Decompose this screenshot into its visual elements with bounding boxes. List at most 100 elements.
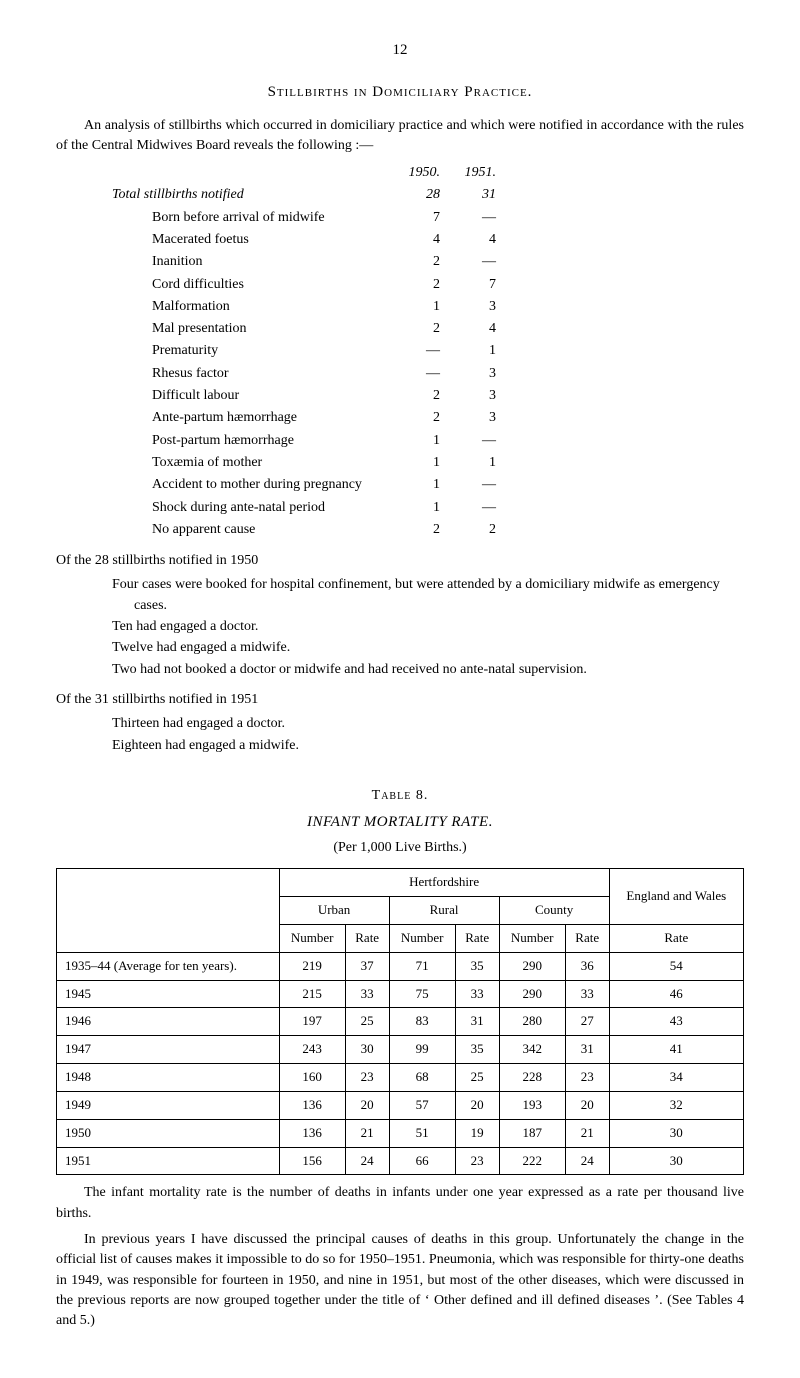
table8-cell: 27 xyxy=(565,1008,609,1036)
notes-line: Ten had engaged a doctor. xyxy=(112,617,724,637)
stat-val-1951: — xyxy=(448,497,504,519)
stat-val-1951: 2 xyxy=(448,519,504,541)
stat-val-1950: — xyxy=(392,340,448,362)
table8-subcol-rate: Rate xyxy=(609,924,743,952)
table8-cell: 187 xyxy=(499,1119,565,1147)
stat-val-1951: 1 xyxy=(448,340,504,362)
table8-cell: 46 xyxy=(609,980,743,1008)
table8-row-label: 1945 xyxy=(57,980,280,1008)
table8-cell: 33 xyxy=(455,980,499,1008)
closing-paragraph-1: The infant mortality rate is the number … xyxy=(56,1183,744,1224)
table8-cell: 54 xyxy=(609,952,743,980)
table8-cell: 68 xyxy=(389,1064,455,1092)
stat-row-label: Born before arrival of midwife xyxy=(112,207,392,229)
table8-cell: 99 xyxy=(389,1036,455,1064)
table8-cell: 219 xyxy=(279,952,345,980)
table8-row-label: 1946 xyxy=(57,1008,280,1036)
table8-cell: 20 xyxy=(455,1091,499,1119)
stat-val-1951: 3 xyxy=(448,385,504,407)
table8-cell: 21 xyxy=(345,1119,389,1147)
table8-cell: 342 xyxy=(499,1036,565,1064)
stats-year-1951: 1951. xyxy=(448,162,504,184)
table8-cell: 21 xyxy=(565,1119,609,1147)
table8-col-group: Rural xyxy=(389,897,499,925)
stat-row-label: Accident to mother during pregnancy xyxy=(112,474,392,496)
table8-cell: 197 xyxy=(279,1008,345,1036)
stat-val-1950: 1 xyxy=(392,430,448,452)
table8-cell: 24 xyxy=(565,1147,609,1175)
table8-cell: 280 xyxy=(499,1008,565,1036)
table8-cell: 290 xyxy=(499,952,565,980)
table8-cell: 66 xyxy=(389,1147,455,1175)
table8-cell: 35 xyxy=(455,1036,499,1064)
table8-cell: 160 xyxy=(279,1064,345,1092)
table8-caption: (Per 1,000 Live Births.) xyxy=(56,838,744,858)
table8-cell: 136 xyxy=(279,1119,345,1147)
stat-val-1951: 3 xyxy=(448,407,504,429)
stat-row-label: Post-partum hæmorrhage xyxy=(112,430,392,452)
table8-subcol: Rate xyxy=(345,924,389,952)
table8-cell: 75 xyxy=(389,980,455,1008)
notes-line: Four cases were booked for hospital conf… xyxy=(112,575,724,616)
table8-cell: 33 xyxy=(565,980,609,1008)
stat-val-1950: 2 xyxy=(392,251,448,273)
table8-subcol: Number xyxy=(279,924,345,952)
page-number: 12 xyxy=(56,40,744,62)
table8-row-label: 1949 xyxy=(57,1091,280,1119)
subheading-1950: Of the 28 stillbirths notified in 1950 xyxy=(56,551,744,571)
block-1951: Thirteen had engaged a doctor.Eighteen h… xyxy=(112,714,724,756)
infant-mortality-table: HertfordshireEngland and Wales UrbanRural… xyxy=(56,868,744,1175)
stat-val-1950: 1 xyxy=(392,452,448,474)
stat-row-label: Rhesus factor xyxy=(112,363,392,385)
table8-row-label: 1948 xyxy=(57,1064,280,1092)
stat-row-label: Difficult labour xyxy=(112,385,392,407)
table8-cell: 83 xyxy=(389,1008,455,1036)
table8-cell: 25 xyxy=(345,1008,389,1036)
table8-subcol: Rate xyxy=(565,924,609,952)
block-1950: Four cases were booked for hospital conf… xyxy=(112,575,724,679)
table8-cell: 136 xyxy=(279,1091,345,1119)
stat-row-label: Prematurity xyxy=(112,340,392,362)
stat-val-1951: 31 xyxy=(448,184,504,206)
table8-title: Table 8. xyxy=(56,786,744,806)
stat-val-1950: 2 xyxy=(392,407,448,429)
stat-val-1951: — xyxy=(448,207,504,229)
stat-row-label: No apparent cause xyxy=(112,519,392,541)
table8-col-england: England and Wales xyxy=(609,869,743,925)
stat-val-1951: 3 xyxy=(448,363,504,385)
table8-cell: 30 xyxy=(609,1147,743,1175)
stat-row-label: Ante-partum hæmorrhage xyxy=(112,407,392,429)
table8-cell: 20 xyxy=(345,1091,389,1119)
stat-val-1951: 3 xyxy=(448,296,504,318)
table8-cell: 71 xyxy=(389,952,455,980)
table8-cell: 31 xyxy=(565,1036,609,1064)
table8-cell: 222 xyxy=(499,1147,565,1175)
stillbirths-stats-table: 1950. 1951. Total stillbirths notified28… xyxy=(112,162,504,541)
table8-cell: 20 xyxy=(565,1091,609,1119)
stat-val-1951: — xyxy=(448,251,504,273)
table8-cell: 24 xyxy=(345,1147,389,1175)
table8-cell: 36 xyxy=(565,952,609,980)
table8-cell: 243 xyxy=(279,1036,345,1064)
table8-cell: 35 xyxy=(455,952,499,980)
table8-cell: 51 xyxy=(389,1119,455,1147)
stat-val-1950: 1 xyxy=(392,296,448,318)
stat-row-label: Total stillbirths notified xyxy=(112,184,392,206)
stat-val-1950: 4 xyxy=(392,229,448,251)
table8-row-label: 1947 xyxy=(57,1036,280,1064)
table8-subtitle: INFANT MORTALITY RATE. xyxy=(56,812,744,834)
table8-cell: 228 xyxy=(499,1064,565,1092)
table8-cell: 25 xyxy=(455,1064,499,1092)
stat-row-label: Cord difficulties xyxy=(112,274,392,296)
table8-col-group: Urban xyxy=(279,897,389,925)
stat-row-label: Macerated foetus xyxy=(112,229,392,251)
table8-cell: 57 xyxy=(389,1091,455,1119)
table8-cell: 37 xyxy=(345,952,389,980)
table8-row-label: 1950 xyxy=(57,1119,280,1147)
table8-cell: 34 xyxy=(609,1064,743,1092)
table8-subcol: Number xyxy=(389,924,455,952)
table8-cell: 33 xyxy=(345,980,389,1008)
table8-col-herts: Hertfordshire xyxy=(279,869,609,897)
stat-val-1951: — xyxy=(448,430,504,452)
stat-row-label: Toxæmia of mother xyxy=(112,452,392,474)
